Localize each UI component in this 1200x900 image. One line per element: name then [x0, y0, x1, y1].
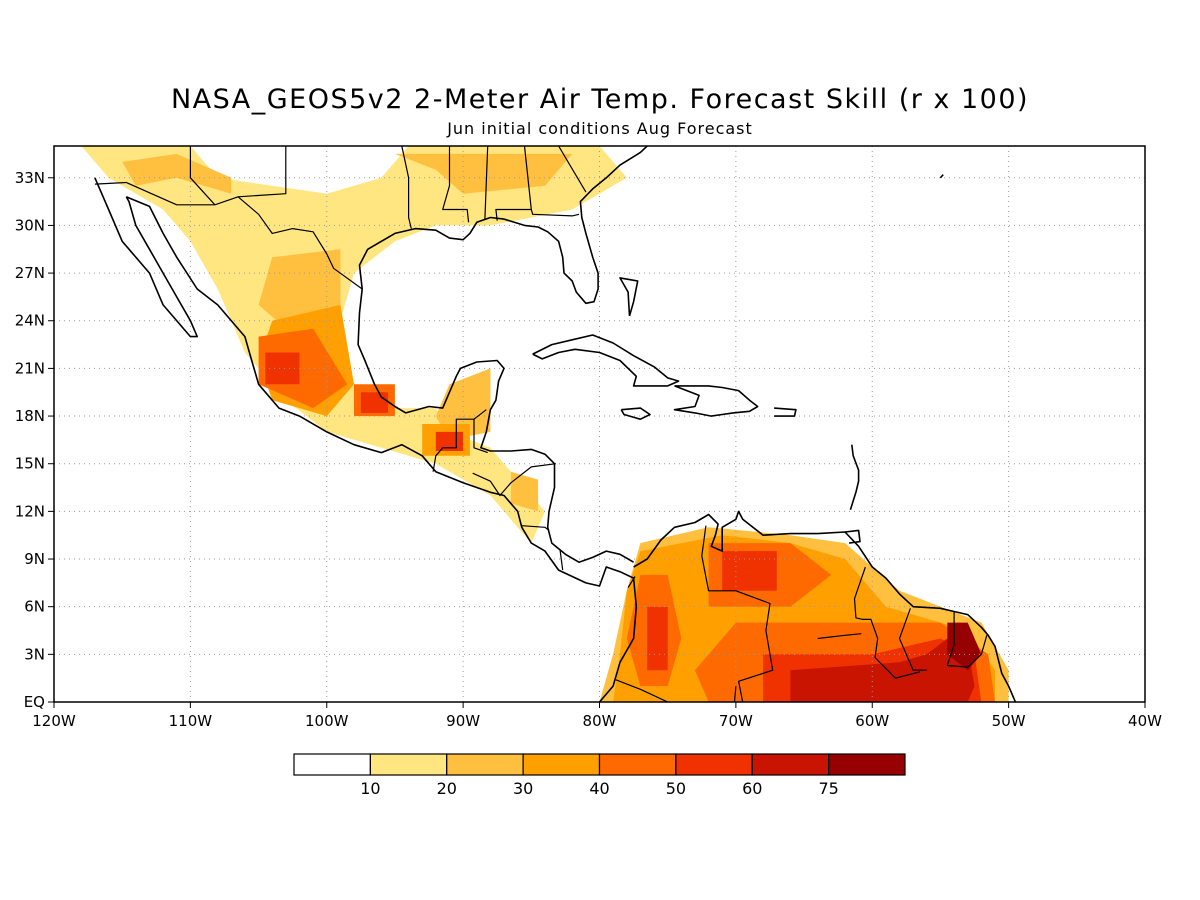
skill-region [510, 471, 539, 512]
political-borders [94, 146, 988, 702]
colorbar-swatch [598, 753, 677, 776]
country-border [853, 566, 921, 679]
colorbar-label: 30 [513, 779, 533, 798]
chart-title: NASA_GEOS5v2 2-Meter Air Temp. Forecast … [170, 84, 1030, 115]
skill-region [265, 352, 300, 385]
skill-field [81, 146, 1009, 702]
lon-tick-label: 60W [855, 712, 889, 730]
country-border [521, 525, 550, 531]
coastline [620, 407, 651, 421]
lat-tick-label: 6N [24, 598, 45, 616]
country-border [627, 576, 636, 588]
coastline [357, 288, 635, 564]
colorbar-label: 20 [437, 779, 457, 798]
lon-tick-label: 110W [169, 712, 213, 730]
lat-tick-label: 21N [15, 359, 45, 377]
colorbar-label: 40 [589, 779, 609, 798]
skill-region [81, 146, 627, 544]
skill-region [435, 368, 491, 440]
coastline [358, 146, 648, 305]
colorbar-swatch [446, 753, 524, 776]
lon-tick-label: 100W [305, 712, 349, 730]
lat-lon-grid [54, 146, 1145, 702]
skill-region [360, 392, 389, 413]
coastline [94, 177, 198, 338]
colorbar: 10 20 30 40 50 60 75 [293, 753, 906, 798]
chart-subtitle: Jun initial conditions Aug Forecast [447, 119, 753, 138]
colorbar-swatch [828, 753, 906, 776]
colorbar-label: 50 [666, 779, 686, 798]
lat-tick-label: EQ [24, 693, 45, 711]
skill-region [258, 249, 341, 329]
country-border [733, 686, 737, 702]
country-border [898, 608, 927, 671]
country-border [442, 146, 470, 223]
colorbar-swatch [522, 753, 601, 776]
country-border [559, 549, 564, 571]
coastline [633, 510, 1017, 702]
country-border [530, 209, 580, 217]
coastline [849, 444, 860, 511]
lat-tick-label: 3N [24, 645, 45, 663]
lat-tick-label: 18N [15, 407, 45, 425]
lon-tick-label: 40W [1128, 712, 1162, 730]
colorbar-swatch [293, 753, 371, 776]
coastline [532, 334, 680, 387]
lon-tick-label: 90W [446, 712, 480, 730]
skill-region [647, 606, 668, 671]
country-border [189, 146, 216, 206]
colorbar-label: 10 [360, 779, 380, 798]
colorbar-label: 75 [818, 779, 838, 798]
coastline [774, 407, 797, 417]
lat-tick-label: 15N [15, 455, 45, 473]
colorbar-label: 60 [742, 779, 762, 798]
skill-region [790, 638, 975, 702]
lat-tick-label: 24N [15, 312, 45, 330]
country-border [701, 525, 774, 702]
colorbar-swatch [369, 753, 448, 776]
country-border [817, 633, 862, 640]
lon-tick-label: 70W [719, 712, 753, 730]
lat-tick-label: 12N [15, 502, 45, 520]
country-border [558, 146, 587, 193]
lon-tick-label: 120W [32, 712, 76, 730]
skill-region [722, 551, 777, 591]
map-axes: 120W 110W 100W 90W 80W 70W 60W 50W 40W EQ 3N 6N 9N 12… [15, 169, 1162, 730]
lat-tick-label: 33N [15, 169, 45, 187]
skill-region [258, 328, 348, 409]
lat-tick-label: 27N [15, 264, 45, 282]
country-border [238, 146, 287, 198]
skill-region [122, 153, 232, 194]
skill-region [394, 153, 573, 194]
country-border [946, 611, 988, 668]
lat-tick-label: 30N [15, 216, 45, 234]
country-border [432, 418, 488, 472]
coastline [125, 196, 638, 702]
country-border [94, 181, 363, 290]
skill-region [947, 622, 982, 671]
country-border [484, 146, 489, 220]
coastline [939, 174, 944, 179]
country-border [615, 679, 668, 702]
country-border [495, 146, 532, 221]
coastline [619, 277, 639, 317]
lat-tick-label: 9N [24, 550, 45, 568]
country-border [472, 463, 556, 497]
coastline [673, 385, 759, 417]
lon-tick-label: 50W [992, 712, 1026, 730]
lon-tick-label: 80W [583, 712, 617, 730]
colorbar-swatch [751, 753, 830, 776]
colorbar-swatch [675, 753, 753, 776]
country-border [473, 409, 487, 420]
coastlines [94, 146, 1017, 702]
country-border [401, 146, 412, 229]
coastline [844, 529, 861, 544]
